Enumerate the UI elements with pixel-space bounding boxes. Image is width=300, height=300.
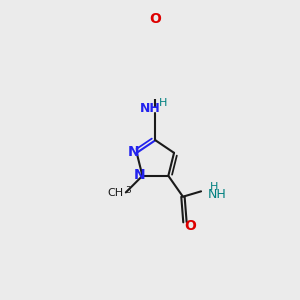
Text: N: N bbox=[133, 168, 145, 182]
Text: O: O bbox=[184, 219, 196, 232]
Text: H: H bbox=[210, 182, 218, 192]
Text: N: N bbox=[128, 145, 139, 159]
Text: NH: NH bbox=[140, 101, 160, 115]
Text: NH: NH bbox=[208, 188, 226, 200]
Text: CH: CH bbox=[107, 188, 123, 198]
Text: H: H bbox=[159, 98, 168, 108]
Text: O: O bbox=[149, 12, 161, 26]
Text: 3: 3 bbox=[125, 186, 131, 195]
